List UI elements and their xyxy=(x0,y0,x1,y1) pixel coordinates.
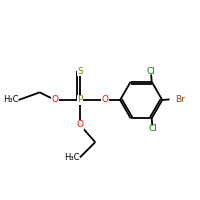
Text: Cl: Cl xyxy=(146,67,155,76)
Text: S: S xyxy=(77,67,83,76)
Text: O: O xyxy=(76,120,83,129)
Text: O: O xyxy=(52,96,59,104)
Text: Cl: Cl xyxy=(148,124,157,133)
Text: O: O xyxy=(101,96,108,104)
Text: P: P xyxy=(77,96,83,104)
Text: H₃C: H₃C xyxy=(64,153,80,162)
Text: Br: Br xyxy=(175,95,185,104)
Text: H₃C: H₃C xyxy=(3,96,19,104)
